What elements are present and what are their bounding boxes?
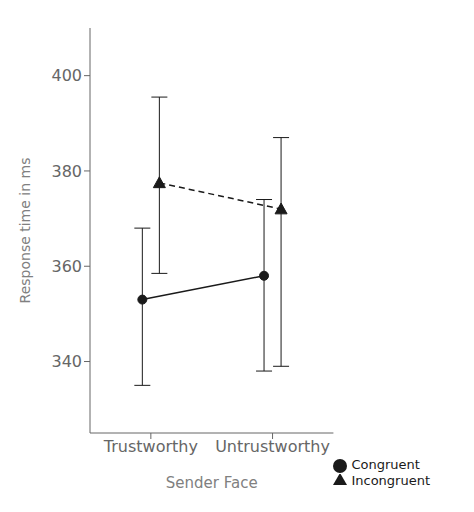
svg-text:360: 360 (51, 257, 82, 276)
svg-text:400: 400 (51, 66, 82, 85)
svg-text:Trustworthy: Trustworthy (103, 437, 198, 456)
svg-text:Response time in ms: Response time in ms (17, 158, 33, 304)
html-text:Congruent: Congruent (351, 457, 420, 472)
svg-text:Untrustworthy: Untrustworthy (215, 437, 330, 456)
html-text:Incongruent: Incongruent (351, 472, 430, 488)
svg-text:340: 340 (51, 352, 82, 371)
svg-text:Sender Face: Sender Face (166, 474, 258, 492)
svg-text:380: 380 (51, 162, 82, 181)
